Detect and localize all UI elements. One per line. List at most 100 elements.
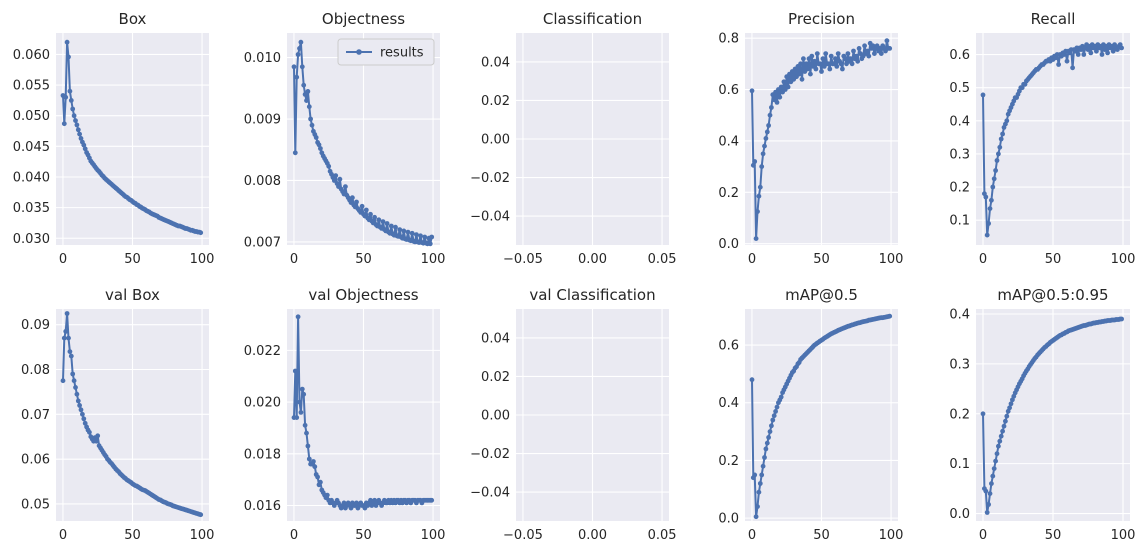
data-point <box>773 409 778 414</box>
data-point <box>1088 50 1094 56</box>
x-tick-label: 50 <box>1045 528 1062 543</box>
data-point <box>983 488 989 494</box>
data-point <box>93 438 99 444</box>
chart-title: mAP@0.5:0.95 <box>997 286 1108 304</box>
data-point <box>74 391 80 397</box>
data-point <box>809 53 815 59</box>
data-point <box>427 241 433 247</box>
data-point <box>75 398 81 404</box>
data-point <box>95 433 101 439</box>
data-point <box>324 492 330 498</box>
data-point <box>777 94 783 100</box>
data-point <box>819 69 824 74</box>
y-tick-label: 0.010 <box>244 51 281 66</box>
y-tick-label: 0.5 <box>949 81 970 96</box>
data-point <box>313 135 319 140</box>
data-point <box>354 199 359 205</box>
y-tick-label: −0.02 <box>470 171 510 186</box>
data-point <box>363 207 369 213</box>
data-point <box>834 64 840 69</box>
data-point <box>760 151 766 157</box>
data-point <box>73 385 78 390</box>
data-point <box>422 234 428 240</box>
data-point <box>984 510 990 515</box>
data-point <box>75 127 81 133</box>
y-tick-label: 0.6 <box>718 83 739 98</box>
data-point <box>295 52 301 57</box>
data-point <box>990 473 996 479</box>
x-tick-label: 100 <box>190 528 215 543</box>
data-point <box>318 479 323 485</box>
data-point <box>87 429 92 435</box>
x-tick-label: 100 <box>190 252 215 267</box>
data-point <box>838 61 844 67</box>
x-tick-label: 50 <box>124 528 141 543</box>
chart-panel-objectness: 0 50 100 0.007 0.008 0.009 0.010 Objectness resu… <box>244 10 446 267</box>
data-point <box>820 56 826 62</box>
data-point <box>1110 48 1116 54</box>
data-point <box>750 162 756 168</box>
data-point <box>316 142 322 148</box>
y-tick-label: 0.0 <box>718 512 739 527</box>
data-point <box>292 368 298 374</box>
data-point <box>326 163 332 169</box>
x-tick-label: 0.00 <box>578 528 607 543</box>
data-point <box>781 79 787 85</box>
data-point <box>306 104 312 110</box>
chart-title: Recall <box>1031 10 1076 28</box>
data-point <box>755 209 760 215</box>
data-point <box>333 173 339 179</box>
chart-title: Classification <box>543 10 642 28</box>
data-point <box>1119 316 1124 322</box>
y-tick-label: 0.4 <box>949 307 970 322</box>
y-tick-label: 0.6 <box>949 48 970 63</box>
data-point <box>294 415 300 420</box>
y-tick-label: 0.1 <box>949 214 970 229</box>
chart-panel-classification: −0.05 0.00 0.05 −0.04 −0.02 0.00 0.02 0.04 Class… <box>470 10 676 267</box>
data-point <box>808 71 813 77</box>
data-point <box>980 92 986 98</box>
data-point <box>359 203 365 209</box>
x-tick-label: 100 <box>1111 528 1136 543</box>
data-point <box>769 105 774 110</box>
y-tick-label: 0.008 <box>244 174 281 189</box>
data-point <box>376 217 382 223</box>
data-point <box>865 48 870 54</box>
x-tick-label: 50 <box>355 252 372 267</box>
x-tick-label: 100 <box>1111 252 1136 267</box>
data-point <box>770 417 776 423</box>
data-point <box>766 435 771 440</box>
data-point <box>849 61 855 67</box>
chart-panel-val-box: 0 50 100 0.05 0.06 0.07 0.08 0.09 val Box <box>21 286 214 543</box>
data-point <box>60 378 66 384</box>
data-point <box>778 394 784 400</box>
data-point <box>67 88 73 94</box>
data-point <box>414 232 419 238</box>
y-tick-label: 0.04 <box>481 331 510 346</box>
x-tick-label: 50 <box>1045 252 1062 267</box>
data-point <box>81 416 87 422</box>
data-point <box>63 94 69 100</box>
data-point <box>331 178 337 183</box>
data-point <box>295 314 301 320</box>
data-point <box>993 168 998 173</box>
chart-panel-map-0-5: 0 50 100 0.0 0.2 0.4 0.6 mAP@0.5 <box>718 286 903 543</box>
x-tick-label: 0.00 <box>578 252 607 267</box>
x-tick-label: 50 <box>124 252 141 267</box>
data-point <box>350 195 355 201</box>
x-tick-label: 0 <box>748 528 756 543</box>
data-point <box>766 123 771 128</box>
data-point <box>798 61 803 67</box>
data-point <box>856 46 862 51</box>
data-point <box>855 58 861 64</box>
data-point <box>67 349 73 354</box>
data-point <box>813 66 819 72</box>
data-point <box>297 399 302 405</box>
y-tick-label: 0.08 <box>21 363 50 378</box>
data-point <box>401 228 407 234</box>
data-point <box>763 446 769 452</box>
chart-title: val Classification <box>529 286 655 304</box>
legend-dot-marker <box>356 49 362 55</box>
data-point <box>198 512 204 518</box>
y-tick-label: 0.04 <box>481 55 510 70</box>
